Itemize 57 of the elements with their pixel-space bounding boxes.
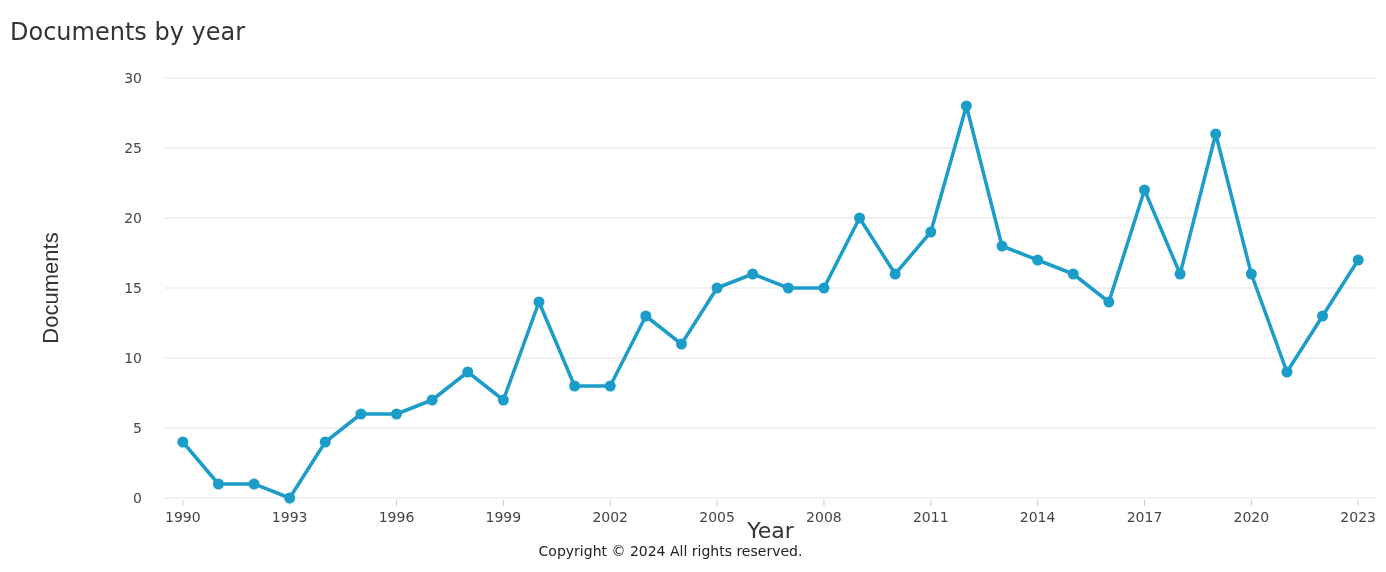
point <box>889 268 901 280</box>
point <box>1103 296 1115 308</box>
x-tick-label: 2008 <box>806 509 842 525</box>
point <box>1138 184 1150 196</box>
y-axis-title: Documents <box>38 232 63 344</box>
x-tick-label: 2005 <box>699 509 735 525</box>
point <box>284 492 296 504</box>
point <box>996 240 1008 252</box>
point <box>212 478 224 490</box>
y-tick-label: 5 <box>133 419 142 436</box>
point <box>1317 310 1329 322</box>
point <box>1174 268 1186 280</box>
x-tick-label: 1993 <box>271 509 308 525</box>
point <box>854 212 866 224</box>
y-tick-label: 15 <box>124 279 142 296</box>
point <box>818 282 830 294</box>
point <box>960 100 972 112</box>
point <box>391 408 403 420</box>
x-tick-label: 1999 <box>485 509 522 525</box>
x-tick-label: 2020 <box>1233 509 1270 525</box>
point <box>533 296 545 308</box>
x-tick-label: 2002 <box>592 509 629 525</box>
point <box>747 268 759 280</box>
x-tick-label: 2017 <box>1126 509 1163 525</box>
y-tick-label: 30 <box>124 69 142 86</box>
point <box>497 394 509 406</box>
x-tick-label: 2023 <box>1340 509 1377 525</box>
point <box>426 394 438 406</box>
point <box>640 310 652 322</box>
point <box>355 408 367 420</box>
point <box>604 380 616 392</box>
point <box>177 436 189 448</box>
y-tick-label: 0 <box>133 489 142 506</box>
x-tick-label: 1990 <box>164 509 201 525</box>
point <box>782 282 794 294</box>
point <box>1210 128 1222 140</box>
x-tick-label: 2011 <box>912 509 949 525</box>
y-tick-label: 25 <box>124 139 142 156</box>
chart-title: Documents by year <box>10 18 246 46</box>
point <box>1032 254 1044 266</box>
x-tick-label: 2014 <box>1019 509 1056 525</box>
point <box>462 366 474 378</box>
point <box>569 380 581 392</box>
x-tick-label: 1996 <box>378 509 415 525</box>
point <box>248 478 260 490</box>
y-tick-label: 20 <box>124 209 142 226</box>
x-axis-title: Year <box>746 518 795 543</box>
point <box>711 282 723 294</box>
point <box>1067 268 1079 280</box>
point <box>1245 268 1257 280</box>
y-tick-label: 10 <box>124 349 142 366</box>
point <box>1352 254 1364 266</box>
text: Copyright © 2024 All rights reserved. <box>538 543 803 559</box>
point <box>925 226 937 238</box>
point <box>1281 366 1293 378</box>
point <box>319 436 331 448</box>
point <box>675 338 687 350</box>
